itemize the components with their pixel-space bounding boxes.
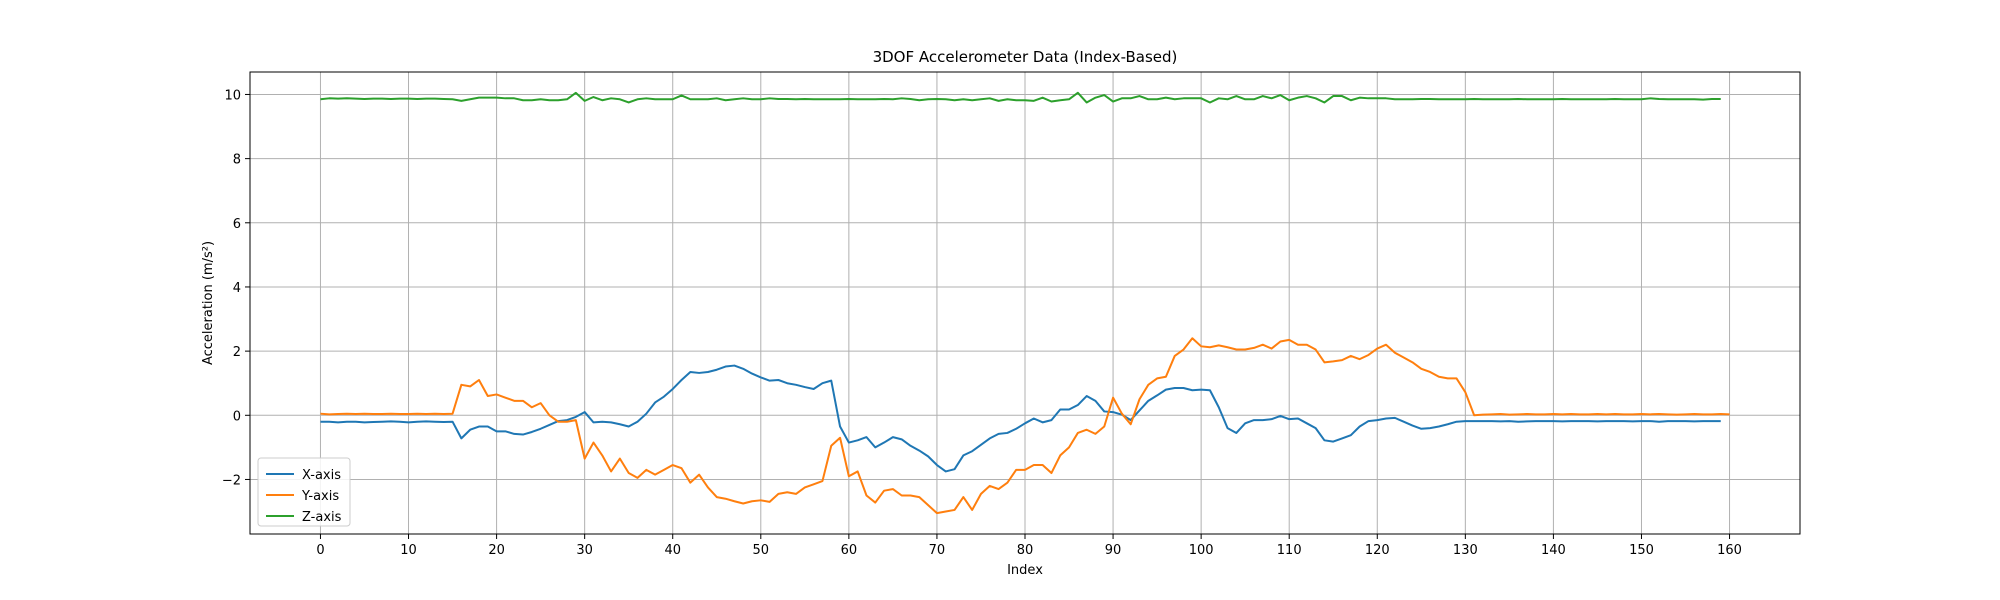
series-line-z-axis <box>320 91 1721 104</box>
x-tick-label: 90 <box>1105 543 1122 558</box>
x-tick-label: 160 <box>1717 543 1742 558</box>
y-tick-label: −2 <box>222 473 241 488</box>
x-tick-label: 40 <box>664 543 681 558</box>
y-axis-label: Acceleration (m/s²) <box>201 241 216 365</box>
x-tick-label: 50 <box>753 543 770 558</box>
y-tick-label: 10 <box>224 88 241 103</box>
x-tick-label: 130 <box>1453 543 1478 558</box>
x-tick-label: 60 <box>841 543 858 558</box>
y-tick-label: 8 <box>233 153 241 168</box>
x-tick-label: 10 <box>400 543 417 558</box>
x-tick-label: 70 <box>929 543 946 558</box>
x-tick-label: 20 <box>488 543 505 558</box>
y-tick-label: 6 <box>233 217 241 232</box>
legend-label: Z-axis <box>302 510 342 525</box>
x-tick-label: 110 <box>1277 543 1302 558</box>
x-tick-label: 150 <box>1629 543 1654 558</box>
axis-ticks: 0 10 20 30 40 50 60 70 80 90 100 110 120 130 140 150 160… <box>222 88 1742 558</box>
y-tick-label: 0 <box>233 409 241 424</box>
x-tick-label: 100 <box>1189 543 1214 558</box>
legend: X-axis Y-axis Z-axis <box>257 457 351 527</box>
x-tick-label: 140 <box>1541 543 1566 558</box>
x-tick-label: 120 <box>1365 543 1390 558</box>
series-line-y-axis <box>320 337 1730 515</box>
series-lines <box>320 91 1730 515</box>
series-line-x-axis <box>320 364 1721 473</box>
x-tick-label: 80 <box>1017 543 1034 558</box>
y-tick-label: 4 <box>233 281 241 296</box>
legend-label: Y-axis <box>301 489 339 504</box>
x-axis-label: Index <box>1007 563 1043 578</box>
x-tick-label: 0 <box>316 543 324 558</box>
chart-title: 3DOF Accelerometer Data (Index-Based) <box>873 48 1178 66</box>
legend-label: X-axis <box>302 468 341 483</box>
y-tick-label: 2 <box>233 345 241 360</box>
x-tick-label: 30 <box>576 543 593 558</box>
